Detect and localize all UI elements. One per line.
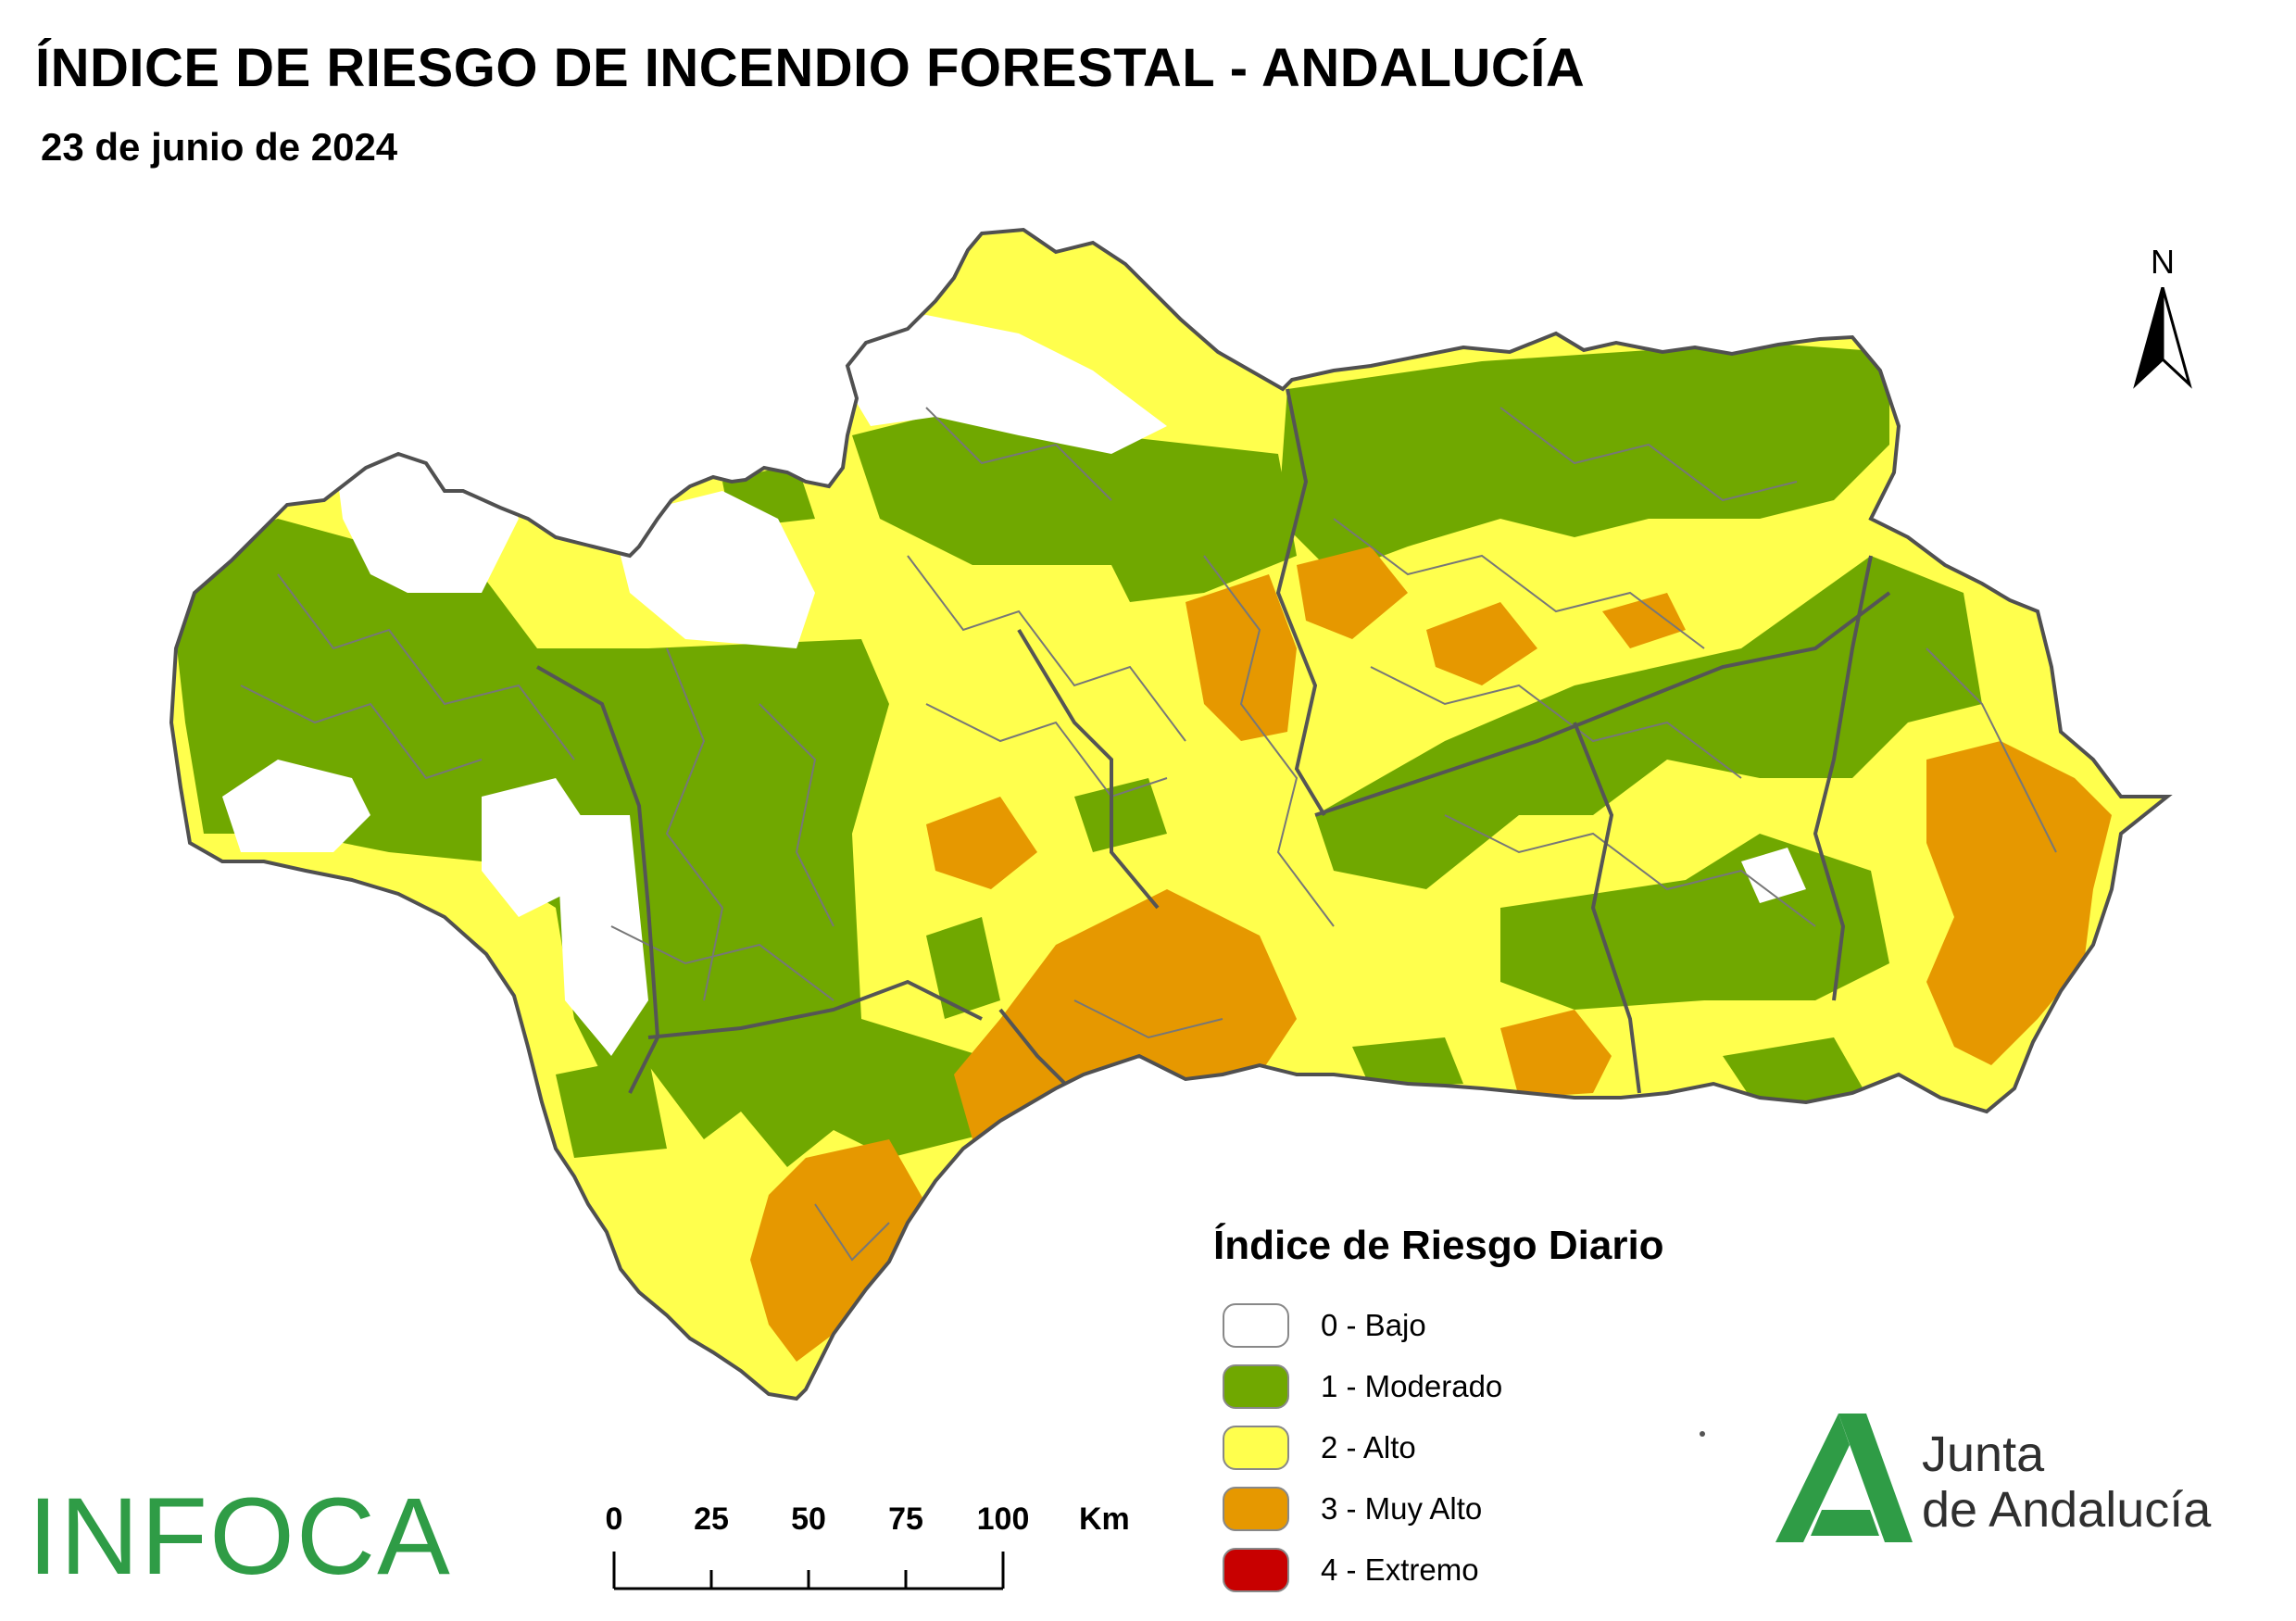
infoca-logo: INFOCA [28, 1476, 452, 1598]
scale-tick-label: 100 [977, 1502, 1030, 1537]
scale-tick-label: 25 [694, 1502, 729, 1537]
scale-tick-label: 75 [888, 1502, 923, 1537]
scale-unit: Km [1079, 1502, 1130, 1537]
north-arrow: N [2130, 243, 2195, 394]
legend-item-moderado: 1 - Moderado [1213, 1356, 1664, 1417]
map-date: 23 de junio de 2024 [41, 125, 398, 169]
junta-andalucia-logo: Junta de Andalucía [1774, 1408, 2255, 1556]
map-title: ÍNDICE DE RIESGO DE INCENDIO FORESTAL - … [35, 38, 1586, 98]
junta-line2: de Andalucía [1922, 1482, 2212, 1538]
legend: Índice de Riesgo Diario 0 - Bajo 1 - Mod… [1213, 1223, 1664, 1601]
legend-swatch [1223, 1364, 1289, 1409]
legend-item-bajo: 0 - Bajo [1213, 1295, 1664, 1356]
junta-line1: Junta [1922, 1426, 2045, 1482]
legend-item-extremo: 4 - Extremo [1213, 1539, 1664, 1601]
legend-label: 4 - Extremo [1321, 1552, 1479, 1587]
legend-label: 2 - Alto [1321, 1430, 1416, 1464]
scale-tick-label: 0 [606, 1502, 623, 1537]
north-arrow-icon [2133, 286, 2192, 389]
provincial-boundaries [536, 388, 1891, 1095]
legend-label: 1 - Moderado [1321, 1369, 1503, 1403]
junta-logo-text: Junta de Andalucía [1922, 1426, 2211, 1538]
legend-swatch [1223, 1426, 1289, 1470]
north-letter: N [2151, 243, 2175, 281]
legend-swatch [1223, 1303, 1289, 1348]
andalucia-outline [169, 227, 2173, 1401]
legend-label: 0 - Bajo [1321, 1308, 1426, 1342]
legend-item-muy-alto: 3 - Muy Alto [1213, 1478, 1664, 1539]
legend-swatch [1223, 1487, 1289, 1531]
legend-title: Índice de Riesgo Diario [1213, 1223, 1664, 1268]
legend-swatch [1223, 1548, 1289, 1592]
scale-bar: 0 25 50 75 100 Km [606, 1502, 1130, 1590]
junta-emblem-icon [1775, 1414, 1913, 1542]
scale-tick-label: 50 [791, 1502, 826, 1537]
legend-label: 3 - Muy Alto [1321, 1491, 1483, 1526]
municipal-boundaries [240, 407, 2057, 1262]
scale-bar-line [612, 1552, 1005, 1590]
map-dot [1700, 1431, 1705, 1437]
legend-item-alto: 2 - Alto [1213, 1417, 1664, 1478]
zones-bajo [222, 315, 1806, 1056]
